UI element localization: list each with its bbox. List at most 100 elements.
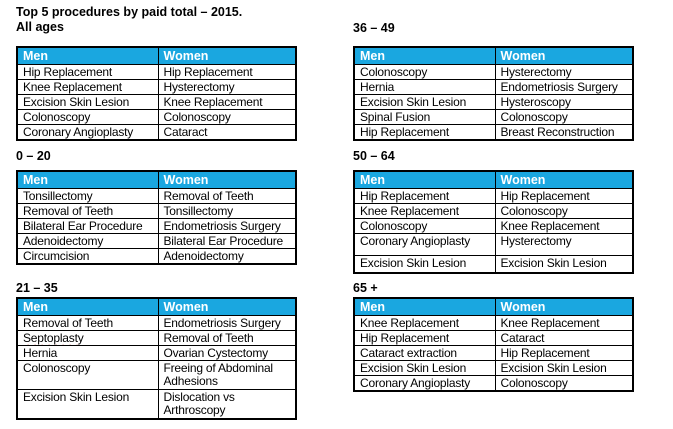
table-row: Hernia Endometriosis Surgery: [353, 79, 634, 95]
table-row: Cataract extraction Hip Replacement: [353, 345, 634, 361]
women-procedure-cell: Hysterectomy: [494, 64, 634, 80]
men-column-header: Men: [353, 297, 496, 316]
women-procedure-cell: Dislocation vs Arthroscopy: [157, 389, 297, 420]
men-procedure-cell: Hernia: [16, 345, 159, 361]
table-header-row: Men Women: [353, 46, 634, 65]
document-title-block: Top 5 procedures by paid total – 2015. A…: [16, 5, 242, 35]
men-procedure-cell: Colonoscopy: [16, 109, 159, 125]
women-procedure-cell: Colonoscopy: [494, 109, 634, 125]
men-procedure-cell: Excision Skin Lesion: [353, 94, 496, 110]
men-column-header: Men: [353, 46, 496, 65]
table-row: Coronary Angioplasty Colonoscopy: [353, 375, 634, 392]
table-header-row: Men Women: [16, 46, 297, 65]
men-procedure-cell: Coronary Angioplasty: [16, 124, 159, 141]
men-procedure-cell: Knee Replacement: [353, 203, 496, 219]
women-procedure-cell: Removal of Teeth: [157, 188, 297, 204]
age-group-heading-65-plus: 65 +: [353, 281, 378, 295]
men-procedure-cell: Knee Replacement: [16, 79, 159, 95]
table-row: Hip Replacement Cataract: [353, 330, 634, 346]
women-procedure-cell: Excision Skin Lesion: [494, 255, 634, 274]
table-row: Coronary Angioplasty Cataract: [16, 124, 297, 141]
men-procedure-cell: Excision Skin Lesion: [353, 255, 496, 274]
table-row: Knee Replacement Colonoscopy: [353, 203, 634, 219]
table-row: Excision Skin Lesion Hysteroscopy: [353, 94, 634, 110]
table-row: Removal of Teeth Endometriosis Surgery: [16, 315, 297, 331]
men-procedure-cell: Excision Skin Lesion: [16, 94, 159, 110]
men-procedure-cell: Hernia: [353, 79, 496, 95]
women-procedure-cell: Hip Replacement: [494, 188, 634, 204]
table-row: Excision Skin Lesion Excision Skin Lesio…: [353, 255, 634, 274]
men-procedure-cell: Hip Replacement: [353, 188, 496, 204]
table-row: Hernia Ovarian Cystectomy: [16, 345, 297, 361]
women-column-header: Women: [494, 46, 634, 65]
table-row: Colonoscopy Hysterectomy: [353, 64, 634, 80]
men-procedure-cell: Removal of Teeth: [16, 315, 159, 331]
men-column-header: Men: [16, 46, 159, 65]
men-procedure-cell: Tonsillectomy: [16, 188, 159, 204]
procedures-table-all-ages: Men Women Hip Replacement Hip Replacemen…: [16, 46, 297, 141]
men-procedure-cell: Cataract extraction: [353, 345, 496, 361]
table-row: Excision Skin Lesion Dislocation vs Arth…: [16, 389, 297, 420]
table-header-row: Men Women: [16, 297, 297, 316]
men-procedure-cell: Coronary Angioplasty: [353, 375, 496, 392]
procedures-table-50-64: Men Women Hip Replacement Hip Replacemen…: [353, 170, 634, 274]
table-row: Circumcision Adenoidectomy: [16, 248, 297, 265]
women-procedure-cell: Hysterectomy: [157, 79, 297, 95]
table-row: Hip Replacement Hip Replacement: [16, 64, 297, 80]
table-row: Removal of Teeth Tonsillectomy: [16, 203, 297, 219]
men-column-header: Men: [353, 170, 496, 189]
table-row: Hip Replacement Breast Reconstruction: [353, 124, 634, 141]
table-row: Hip Replacement Hip Replacement: [353, 188, 634, 204]
age-group-heading-36-49: 36 – 49: [353, 21, 395, 35]
men-procedure-cell: Septoplasty: [16, 330, 159, 346]
men-procedure-cell: Spinal Fusion: [353, 109, 496, 125]
men-procedure-cell: Circumcision: [16, 248, 159, 265]
women-column-header: Women: [157, 170, 297, 189]
table-row: Spinal Fusion Colonoscopy: [353, 109, 634, 125]
table-row: Knee Replacement Knee Replacement: [353, 315, 634, 331]
men-procedure-cell: Excision Skin Lesion: [16, 389, 159, 420]
women-procedure-cell: Colonoscopy: [494, 375, 634, 392]
men-procedure-cell: Colonoscopy: [353, 64, 496, 80]
procedures-table-36-49: Men Women Colonoscopy Hysterectomy Herni…: [353, 46, 634, 141]
women-procedure-cell: Hip Replacement: [157, 64, 297, 80]
table-header-row: Men Women: [353, 170, 634, 189]
women-procedure-cell: Adenoidectomy: [157, 248, 297, 265]
men-column-header: Men: [16, 297, 159, 316]
table-row: Tonsillectomy Removal of Teeth: [16, 188, 297, 204]
women-procedure-cell: Hip Replacement: [494, 345, 634, 361]
women-column-header: Women: [157, 46, 297, 65]
age-group-heading-all-ages: All ages: [16, 20, 64, 34]
procedures-table-0-20: Men Women Tonsillectomy Removal of Teeth…: [16, 170, 297, 265]
procedures-table-21-35: Men Women Removal of Teeth Endometriosis…: [16, 297, 297, 420]
procedures-table-65-plus: Men Women Knee Replacement Knee Replacem…: [353, 297, 634, 392]
table-row: Coronary Angioplasty Hysterectomy: [353, 233, 634, 256]
men-procedure-cell: Colonoscopy: [16, 360, 159, 390]
age-group-heading-50-64: 50 – 64: [353, 149, 395, 163]
women-column-header: Women: [157, 297, 297, 316]
men-procedure-cell: Coronary Angioplasty: [353, 233, 496, 256]
men-procedure-cell: Hip Replacement: [353, 124, 496, 141]
women-procedure-cell: Ovarian Cystectomy: [157, 345, 297, 361]
table-row: Knee Replacement Hysterectomy: [16, 79, 297, 95]
women-procedure-cell: Knee Replacement: [157, 94, 297, 110]
men-procedure-cell: Adenoidectomy: [16, 233, 159, 249]
men-procedure-cell: Excision Skin Lesion: [353, 360, 496, 376]
women-procedure-cell: Knee Replacement: [494, 218, 634, 234]
men-procedure-cell: Bilateral Ear Procedure: [16, 218, 159, 234]
table-row: Adenoidectomy Bilateral Ear Procedure: [16, 233, 297, 249]
women-procedure-cell: Breast Reconstruction: [494, 124, 634, 141]
men-column-header: Men: [16, 170, 159, 189]
table-row: Colonoscopy Knee Replacement: [353, 218, 634, 234]
men-procedure-cell: Knee Replacement: [353, 315, 496, 331]
women-procedure-cell: Endometriosis Surgery: [157, 218, 297, 234]
page-title: Top 5 procedures by paid total – 2015.: [16, 5, 243, 19]
women-procedure-cell: Tonsillectomy: [157, 203, 297, 219]
table-row: Colonoscopy Freeing of Abdominal Adhesio…: [16, 360, 297, 390]
table-header-row: Men Women: [16, 170, 297, 189]
women-procedure-cell: Removal of Teeth: [157, 330, 297, 346]
age-group-heading-0-20: 0 – 20: [16, 149, 51, 163]
men-procedure-cell: Colonoscopy: [353, 218, 496, 234]
table-row: Bilateral Ear Procedure Endometriosis Su…: [16, 218, 297, 234]
women-procedure-cell: Colonoscopy: [494, 203, 634, 219]
